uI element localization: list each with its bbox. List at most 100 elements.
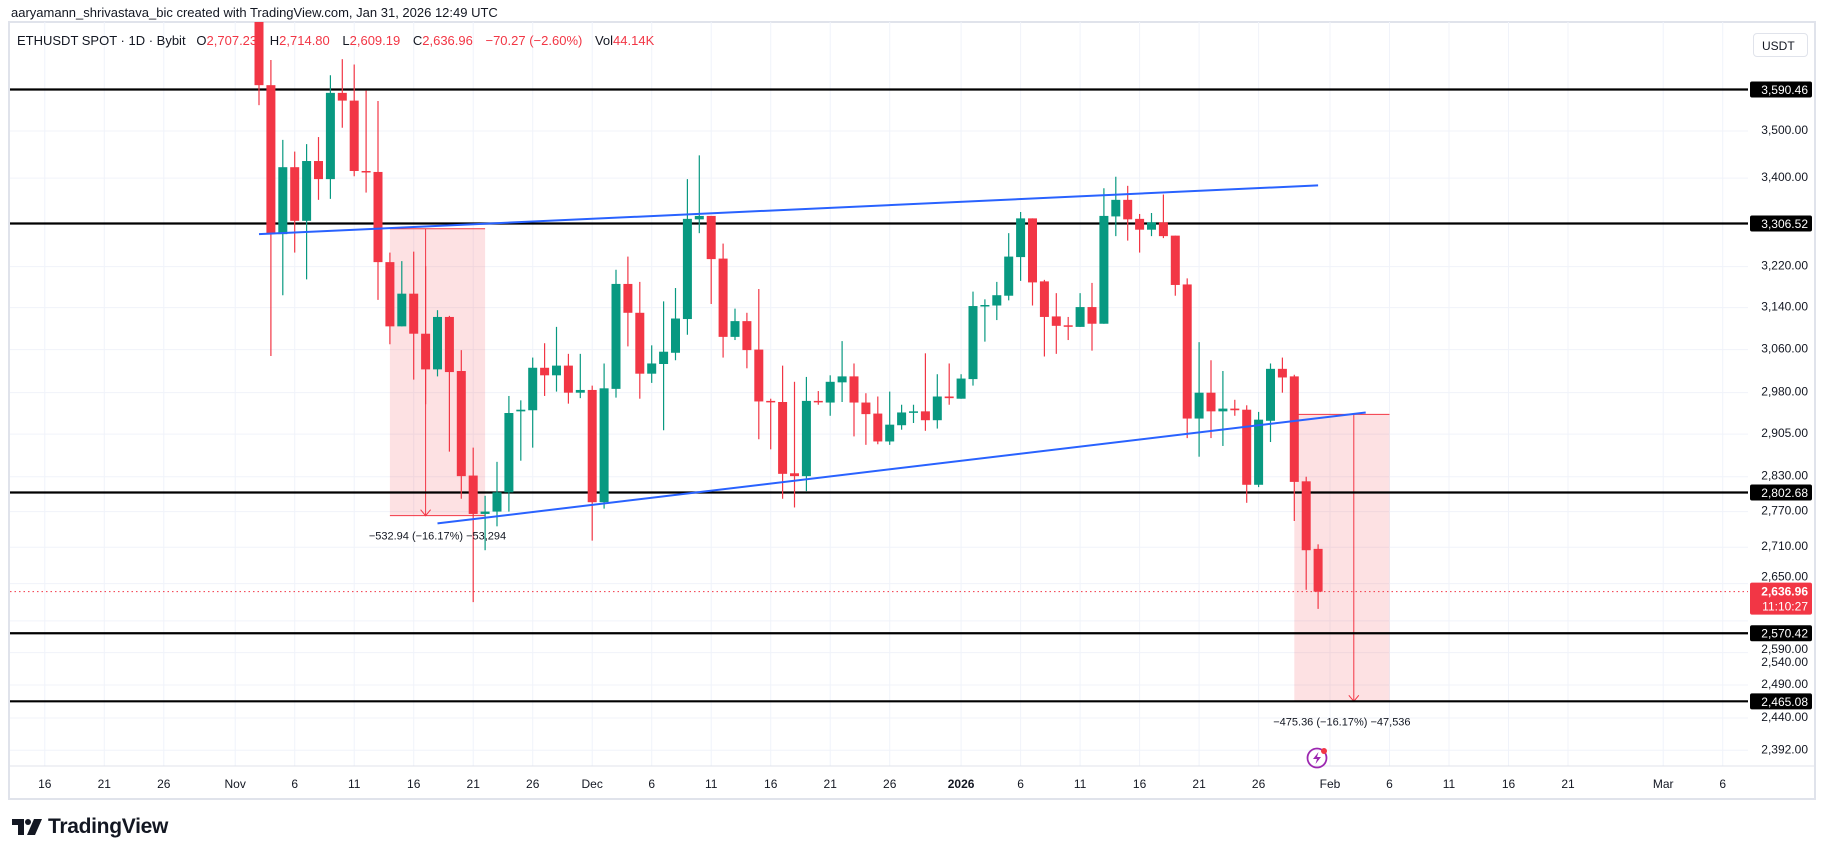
candle-body[interactable] (444, 316, 454, 373)
candle-body[interactable] (1218, 408, 1228, 412)
candle-body[interactable] (1182, 284, 1192, 419)
candle-body[interactable] (409, 293, 419, 334)
candle-body[interactable] (599, 388, 609, 503)
candle-body[interactable] (1028, 218, 1037, 283)
candle-body[interactable] (421, 333, 431, 370)
candle-body[interactable] (1301, 481, 1311, 551)
plot-area[interactable] (10, 0, 1748, 703)
candle-body[interactable] (825, 381, 835, 403)
candle-body[interactable] (563, 365, 573, 393)
candle-body[interactable] (492, 492, 502, 512)
candle-body[interactable] (980, 305, 990, 307)
candle-body[interactable] (278, 167, 288, 235)
candle-body[interactable] (552, 365, 561, 376)
candle-body[interactable] (468, 475, 478, 514)
candle-body[interactable] (373, 171, 383, 263)
candle-body[interactable] (1158, 222, 1168, 237)
candle-body[interactable] (1313, 548, 1323, 592)
candle-body[interactable] (1123, 199, 1133, 220)
candle-body[interactable] (861, 402, 871, 415)
candle-body[interactable] (623, 283, 633, 313)
candle-body[interactable] (504, 413, 514, 493)
candle-body[interactable] (742, 321, 752, 351)
candle-body[interactable] (361, 171, 371, 173)
candle-body[interactable] (528, 367, 538, 411)
candle-body[interactable] (1111, 199, 1121, 217)
candle-body[interactable] (944, 396, 954, 399)
candle-body[interactable] (1147, 222, 1156, 230)
candle-body[interactable] (766, 400, 776, 403)
measure-box[interactable] (1294, 414, 1390, 702)
candle-body[interactable] (1039, 281, 1049, 317)
candle-body[interactable] (897, 412, 907, 426)
candle-body[interactable] (682, 218, 692, 320)
trendline[interactable] (437, 411, 1366, 525)
candle-body[interactable] (1063, 325, 1073, 327)
candle-body[interactable] (1087, 307, 1097, 324)
candle-body[interactable] (611, 283, 621, 389)
candle-body[interactable] (635, 312, 645, 374)
candle-body[interactable] (873, 413, 883, 442)
tradingview-logo[interactable]: TradingView (12, 815, 168, 839)
candle-body[interactable] (837, 376, 847, 383)
candle-body[interactable] (456, 370, 466, 477)
candle-body[interactable] (968, 306, 978, 380)
candle-body[interactable] (1135, 218, 1145, 230)
candle-body[interactable] (754, 349, 764, 402)
lightning-icon[interactable] (1306, 747, 1328, 769)
candle-body[interactable] (254, 6, 264, 86)
symbol-name[interactable]: ETHUSDT SPOT · 1D · Bybit (17, 33, 186, 48)
candle-body[interactable] (1254, 419, 1264, 485)
candle-body[interactable] (587, 389, 597, 503)
candle-body[interactable] (801, 400, 811, 477)
candle-body[interactable] (778, 401, 788, 474)
candle-body[interactable] (1206, 392, 1216, 412)
candle-body[interactable] (1051, 316, 1061, 326)
candle-body[interactable] (349, 100, 359, 172)
candle-body[interactable] (790, 473, 799, 477)
candle-body[interactable] (1277, 368, 1287, 378)
candle-body[interactable] (718, 258, 728, 337)
candle-body[interactable] (992, 295, 1002, 306)
time-axis[interactable]: 16 21 26 Nov 6 11 16 21 26 Dec 6 11 16 21 26 2026 6 11 16 2… (38, 777, 1726, 791)
candle-body[interactable] (659, 351, 669, 365)
candle-body[interactable] (813, 400, 823, 403)
candle-body[interactable] (266, 85, 276, 234)
trendline[interactable] (258, 184, 1319, 236)
candle-body[interactable] (302, 161, 312, 221)
candle-body[interactable] (1194, 392, 1204, 419)
candle-body[interactable] (1170, 235, 1180, 285)
candle-body[interactable] (1004, 256, 1014, 296)
candle-body[interactable] (920, 411, 930, 421)
candle-body[interactable] (706, 215, 716, 260)
price-axis[interactable]: 3,500.00 3,400.00 3,220.00 3,140.00 3,060.00… (1750, 81, 1812, 756)
candle-body[interactable] (290, 167, 300, 221)
candle-body[interactable] (1266, 368, 1275, 421)
candle-body[interactable] (1099, 215, 1109, 324)
candle-body[interactable] (1242, 409, 1252, 485)
candle-body[interactable] (385, 262, 395, 327)
candle-body[interactable] (325, 92, 335, 180)
candle-body[interactable] (730, 321, 740, 337)
candle-body[interactable] (671, 318, 680, 353)
candle-body[interactable] (314, 161, 323, 180)
candle-body[interactable] (480, 511, 490, 514)
candle-body[interactable] (909, 411, 918, 413)
candle-body[interactable] (694, 215, 704, 220)
candle-body[interactable] (1230, 408, 1240, 411)
candle-body[interactable] (849, 376, 859, 403)
candle-body[interactable] (540, 367, 550, 376)
candle-body[interactable] (1016, 218, 1026, 258)
candle-body[interactable] (397, 293, 407, 327)
candle-body[interactable] (932, 396, 942, 421)
currency-button[interactable]: USDT (1753, 33, 1808, 57)
candle-body[interactable] (433, 316, 442, 370)
candle-body[interactable] (575, 389, 585, 393)
candle-body[interactable] (516, 409, 526, 412)
candle-body[interactable] (885, 424, 895, 442)
candle-body[interactable] (956, 378, 966, 399)
candle-body[interactable] (1289, 376, 1299, 482)
candle-body[interactable] (337, 92, 347, 101)
candle-body[interactable] (647, 363, 657, 374)
